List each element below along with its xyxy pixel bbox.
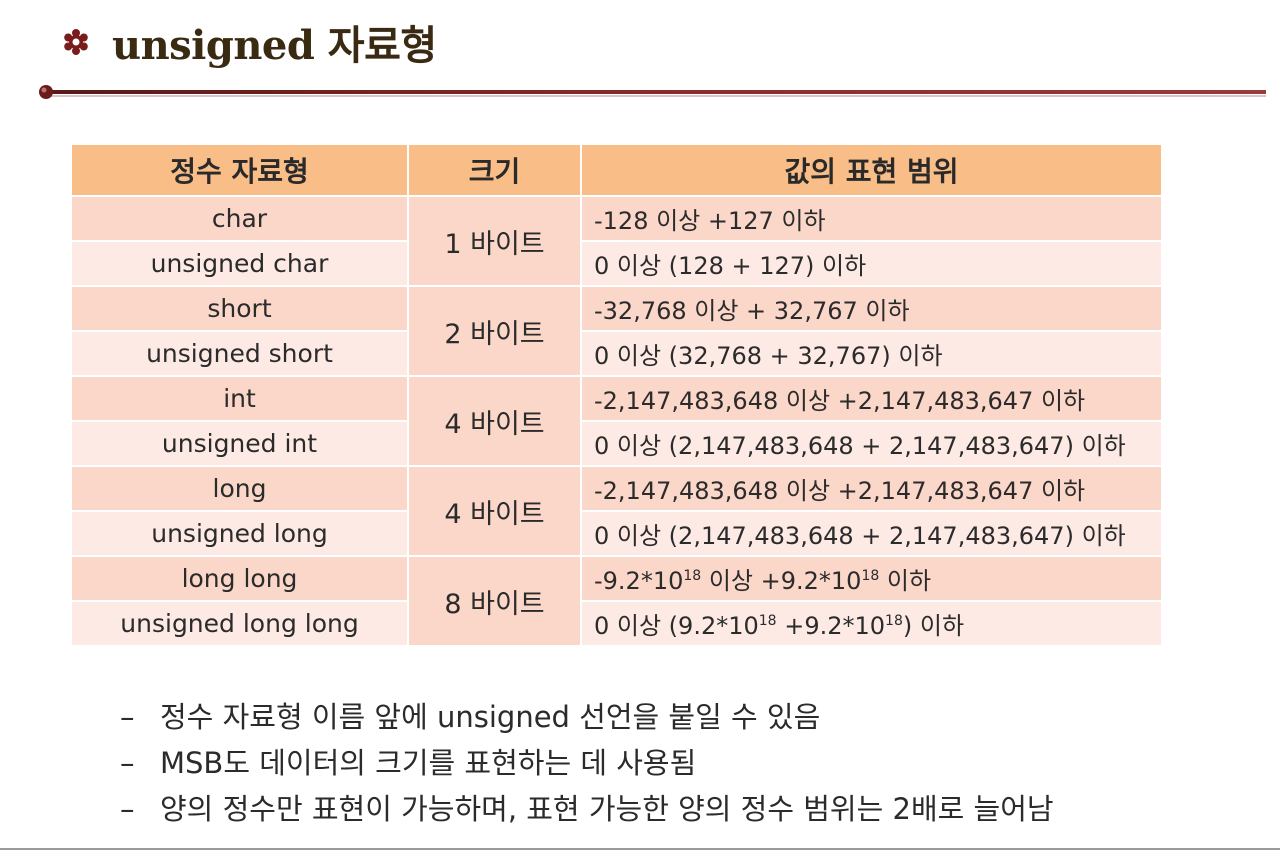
table-row: unsigned short 0 이상 (32,768 + 32,767) 이하: [70, 330, 1163, 377]
type-cell: long long: [70, 555, 409, 602]
range-text: -9.2*10: [594, 567, 684, 595]
table-row: char 1 바이트 -128 이상 +127 이하: [70, 195, 1163, 287]
flower-bullet-icon: [64, 29, 88, 55]
note-item: – MSB도 데이터의 크기를 표현하는 데 사용됨: [120, 740, 1054, 786]
header-size: 크기: [407, 143, 582, 197]
size-cell: 8 바이트: [407, 555, 582, 647]
table-row: unsigned long long 0 이상 (9.2*1018 +9.2*10…: [70, 600, 1163, 647]
range-cell: 0 이상 (32,768 + 32,767) 이하: [580, 330, 1163, 377]
type-cell: unsigned char: [70, 240, 409, 287]
bottom-divider: [0, 848, 1280, 850]
type-cell: short: [70, 285, 409, 332]
range-cell: 0 이상 (2,147,483,648 + 2,147,483,647) 이하: [580, 420, 1163, 467]
range-text: -2,147,483,648 이상 +2,147,483,647 이하: [594, 477, 1086, 505]
range-text: 이상 +9.2*10: [701, 567, 862, 595]
range-text: 0 이상 (9.2*10: [594, 612, 759, 640]
page-title: unsigned 자료형: [112, 22, 437, 69]
size-cell: 2 바이트: [407, 285, 582, 377]
note-dash: –: [120, 746, 135, 780]
table-row: long long 8 바이트 -9.2*1018 이상 +9.2*1018 이하: [70, 555, 1163, 647]
table-row: short 2 바이트 -32,768 이상 + 32,767 이하: [70, 285, 1163, 377]
range-text: ) 이하: [902, 612, 965, 640]
note-text: MSB도 데이터의 크기를 표현하는 데 사용됨: [160, 746, 697, 780]
range-exponent: 18: [885, 613, 903, 629]
type-cell: unsigned long long: [70, 600, 409, 647]
type-cell: int: [70, 375, 409, 422]
size-cell: 1 바이트: [407, 195, 582, 287]
range-exponent: 18: [683, 568, 702, 584]
range-text: 0 이상 (2,147,483,648 + 2,147,483,647) 이하: [594, 432, 1126, 460]
range-cell: -128 이상 +127 이하: [580, 195, 1163, 242]
range-cell: 0 이상 (128 + 127) 이하: [580, 240, 1163, 287]
table-header-row: 정수 자료형 크기 값의 표현 범위: [70, 143, 1163, 197]
range-text: 0 이상 (2,147,483,648 + 2,147,483,647) 이하: [594, 522, 1126, 550]
range-cell: -2,147,483,648 이상 +2,147,483,647 이하: [580, 375, 1163, 422]
integer-types-table: 정수 자료형 크기 값의 표현 범위 char 1 바이트 -128 이상 +127…: [70, 143, 1163, 647]
type-cell: char: [70, 195, 409, 242]
range-cell: 0 이상 (2,147,483,648 + 2,147,483,647) 이하: [580, 510, 1163, 557]
divider-rule: [39, 85, 1266, 99]
note-text: 양의 정수만 표현이 가능하며, 표현 가능한 양의 정수 범위는 2배로 늘어…: [160, 792, 1054, 826]
type-cell: unsigned long: [70, 510, 409, 557]
note-dash: –: [120, 700, 135, 734]
size-cell: 4 바이트: [407, 375, 582, 467]
notes-list: – 정수 자료형 이름 앞에 unsigned 선언을 붙일 수 있음 – MS…: [120, 694, 1054, 832]
type-cell: unsigned short: [70, 330, 409, 377]
range-text: 이하: [879, 567, 932, 595]
range-text: -128 이상 +127 이하: [594, 207, 826, 235]
size-cell: 4 바이트: [407, 465, 582, 557]
title-row: unsigned 자료형: [62, 12, 437, 72]
range-exponent: 18: [861, 568, 880, 584]
range-cell: -2,147,483,648 이상 +2,147,483,647 이하: [580, 465, 1163, 512]
range-cell: 0 이상 (9.2*1018 +9.2*1018) 이하: [580, 600, 1163, 647]
note-item: – 양의 정수만 표현이 가능하며, 표현 가능한 양의 정수 범위는 2배로 …: [120, 786, 1054, 832]
range-text: +9.2*10: [776, 612, 886, 640]
type-cell: long: [70, 465, 409, 512]
range-cell: -9.2*1018 이상 +9.2*1018 이하: [580, 555, 1163, 602]
table-row: unsigned char 0 이상 (128 + 127) 이하: [70, 240, 1163, 287]
range-text: 0 이상 (32,768 + 32,767) 이하: [594, 342, 943, 370]
header-range: 값의 표현 범위: [580, 143, 1163, 197]
table-row: unsigned long 0 이상 (2,147,483,648 + 2,147…: [70, 510, 1163, 557]
type-cell: unsigned int: [70, 420, 409, 467]
note-dash: –: [120, 792, 135, 826]
table-row: long 4 바이트 -2,147,483,648 이상 +2,147,483,64…: [70, 465, 1163, 557]
note-item: – 정수 자료형 이름 앞에 unsigned 선언을 붙일 수 있음: [120, 694, 1054, 740]
range-text: 0 이상 (128 + 127) 이하: [594, 252, 867, 280]
table-row: int 4 바이트 -2,147,483,648 이상 +2,147,483,647…: [70, 375, 1163, 467]
note-text: 정수 자료형 이름 앞에 unsigned 선언을 붙일 수 있음: [160, 700, 821, 734]
table-row: unsigned int 0 이상 (2,147,483,648 + 2,147,…: [70, 420, 1163, 467]
range-text: -32,768 이상 + 32,767 이하: [594, 297, 910, 325]
range-exponent: 18: [758, 613, 777, 629]
range-text: -2,147,483,648 이상 +2,147,483,647 이하: [594, 387, 1086, 415]
header-type: 정수 자료형: [70, 143, 409, 197]
range-cell: -32,768 이상 + 32,767 이하: [580, 285, 1163, 332]
